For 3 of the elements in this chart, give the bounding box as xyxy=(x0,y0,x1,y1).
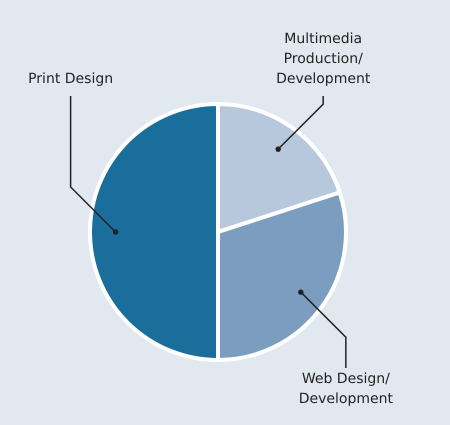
slice-label: Web Design/ Development xyxy=(298,371,394,407)
slice-label: Multimedia Production/ Development xyxy=(276,31,371,87)
slice-label: Print Design xyxy=(28,71,114,87)
